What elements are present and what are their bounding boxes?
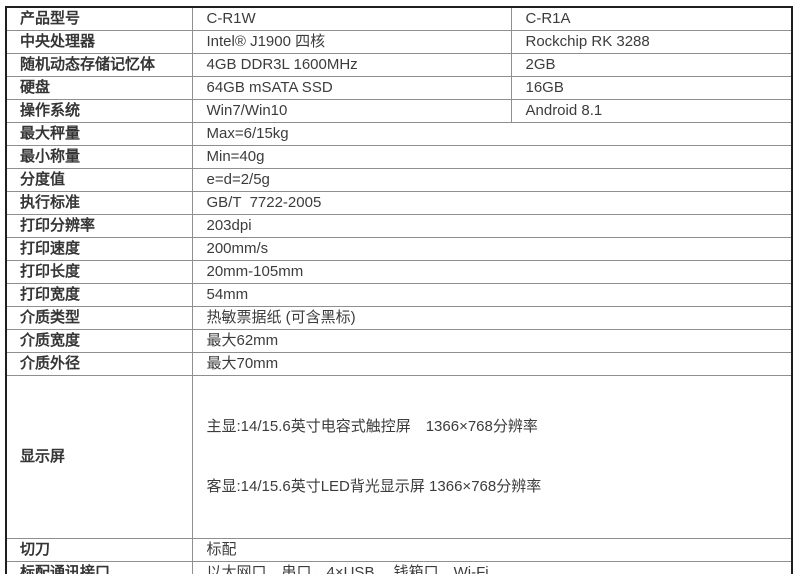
spec-value: GB/T 7722-2005 xyxy=(191,191,793,215)
spec-value: 20mm-105mm xyxy=(191,260,793,284)
spec-value: 最大70mm xyxy=(191,352,793,376)
spec-label: 最小称量 xyxy=(5,145,193,169)
table-row-min-weighing: 最小称量 Min=40g xyxy=(5,145,793,169)
table-row-print-width: 打印宽度 54mm xyxy=(5,283,793,307)
table-row-media-type: 介质类型 热敏票据纸 (可含黑标) xyxy=(5,306,793,330)
spec-value-crw: 4GB DDR3L 1600MHz xyxy=(191,53,512,77)
table-row-cutter: 切刀 标配 xyxy=(5,538,793,562)
spec-label: 最大秤量 xyxy=(5,122,193,146)
table-row-storage: 硬盘 64GB mSATA SSD 16GB xyxy=(5,76,793,100)
table-row-os: 操作系统 Win7/Win10 Android 8.1 xyxy=(5,99,793,123)
spec-label: 打印分辨率 xyxy=(5,214,193,238)
spec-value: Max=6/15kg xyxy=(191,122,793,146)
table-row-standard: 执行标准 GB/T 7722-2005 xyxy=(5,191,793,215)
spec-value: 54mm xyxy=(191,283,793,307)
table-row-cpu: 中央处理器 Intel® J1900 四核 Rockchip RK 3288 xyxy=(5,30,793,54)
spec-value: 200mm/s xyxy=(191,237,793,261)
spec-label: 打印宽度 xyxy=(5,283,193,307)
spec-label: 打印速度 xyxy=(5,237,193,261)
spec-value-cra: C-R1A xyxy=(510,6,793,31)
table-row-print-speed: 打印速度 200mm/s xyxy=(5,237,793,261)
spec-value: Min=40g xyxy=(191,145,793,169)
spec-value-cra: Rockchip RK 3288 xyxy=(510,30,793,54)
spec-label: 切刀 xyxy=(5,538,193,562)
table-row-ram: 随机动态存储记忆体 4GB DDR3L 1600MHz 2GB xyxy=(5,53,793,77)
display-customer-line: 客显:14/15.6英寸LED背光显示屏 1366×768分辨率 xyxy=(206,478,542,495)
spec-value-cra: 2GB xyxy=(510,53,793,77)
spec-value-crw: Intel® J1900 四核 xyxy=(191,30,512,54)
table-row-standard-ports: 标配通讯接口 以太网口，串口，4×USB ，钱箱口，Wi-Fi xyxy=(5,561,793,574)
spec-value: 203dpi xyxy=(191,214,793,238)
spec-value: 标配 xyxy=(191,538,793,562)
table-row-media-diameter: 介质外径 最大70mm xyxy=(5,352,793,376)
spec-value-cra: 16GB xyxy=(510,76,793,100)
table-row-display: 显示屏 主显:14/15.6英寸电容式触控屏 1366×768分辨率 客显:14… xyxy=(5,375,793,539)
product-spec-table: 产品型号 C-R1W C-R1A 中央处理器 Intel® J1900 四核 R… xyxy=(5,6,793,574)
spec-value: 热敏票据纸 (可含黑标) xyxy=(191,306,793,330)
spec-value: e=d=2/5g xyxy=(191,168,793,192)
spec-label: 显示屏 xyxy=(5,375,193,539)
table-row-print-length: 打印长度 20mm-105mm xyxy=(5,260,793,284)
spec-label: 硬盘 xyxy=(5,76,193,100)
table-row-max-capacity: 最大秤量 Max=6/15kg xyxy=(5,122,793,146)
table-row-model: 产品型号 C-R1W C-R1A xyxy=(5,6,793,31)
spec-value-crw: C-R1W xyxy=(191,6,512,31)
spec-label: 执行标准 xyxy=(5,191,193,215)
spec-value-crw: 64GB mSATA SSD xyxy=(191,76,512,100)
table-row-print-resolution: 打印分辨率 203dpi xyxy=(5,214,793,238)
spec-label: 随机动态存储记忆体 xyxy=(5,53,193,77)
spec-label: 标配通讯接口 xyxy=(5,561,193,574)
spec-label: 操作系统 xyxy=(5,99,193,123)
table-row-media-width: 介质宽度 最大62mm xyxy=(5,329,793,353)
spec-value-crw: Win7/Win10 xyxy=(191,99,512,123)
spec-label: 产品型号 xyxy=(5,6,193,31)
spec-label: 介质宽度 xyxy=(5,329,193,353)
spec-label: 中央处理器 xyxy=(5,30,193,54)
spec-value: 最大62mm xyxy=(191,329,793,353)
display-main-line: 主显:14/15.6英寸电容式触控屏 1366×768分辨率 xyxy=(206,418,538,435)
spec-label: 打印长度 xyxy=(5,260,193,284)
spec-value-cra: Android 8.1 xyxy=(510,99,793,123)
spec-value: 以太网口，串口，4×USB ，钱箱口，Wi-Fi xyxy=(191,561,793,574)
spec-label: 介质类型 xyxy=(5,306,193,330)
table-row-division: 分度值 e=d=2/5g xyxy=(5,168,793,192)
spec-label: 分度值 xyxy=(5,168,193,192)
spec-value: 主显:14/15.6英寸电容式触控屏 1366×768分辨率 客显:14/15.… xyxy=(191,375,793,539)
spec-label: 介质外径 xyxy=(5,352,193,376)
